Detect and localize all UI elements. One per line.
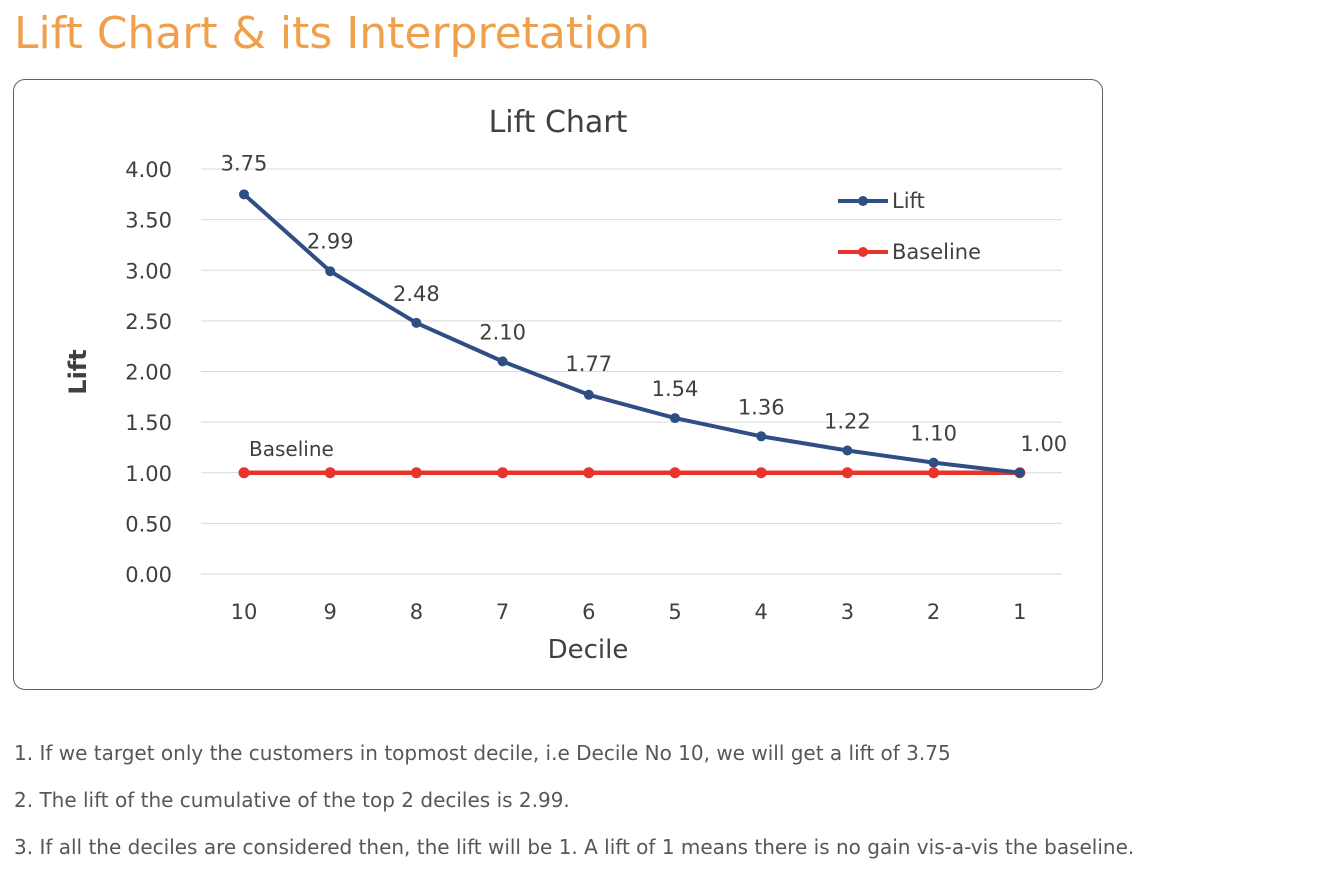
lift-point <box>670 413 680 424</box>
y-tick-label: 1.00 <box>125 462 172 486</box>
x-tick-label: 10 <box>231 600 258 624</box>
lift-data-label: 2.99 <box>307 229 354 253</box>
legend-label: Lift <box>892 189 925 213</box>
axis-ticks: 0.00 0.50 1.00 1.50 2.00 2.50 3.00 3.50 4.00 10 9 8… <box>125 158 1026 624</box>
legend-label: Baseline <box>892 240 981 264</box>
y-tick-label: 0.50 <box>125 512 172 536</box>
lift-point <box>583 389 594 400</box>
lift-point <box>842 445 853 456</box>
x-tick-label: 3 <box>841 600 854 624</box>
lift-data-label: 1.54 <box>652 377 699 401</box>
lift-data-label: 1.10 <box>910 422 957 446</box>
x-tick-label: 4 <box>755 600 768 624</box>
x-axis-label: Decile <box>548 635 629 665</box>
baseline-point <box>583 467 595 479</box>
legend-item-baseline: Baseline <box>838 240 981 264</box>
lift-data-label: 2.10 <box>479 320 526 344</box>
y-tick-label: 4.00 <box>125 158 172 182</box>
lift-point <box>1014 467 1025 478</box>
data-labels: 3.75 2.99 2.48 2.10 1.77 1.54 1.36 1.22 1.10 1.00… <box>221 151 1068 460</box>
legend: Lift Baseline <box>838 189 981 264</box>
legend-item-lift: Lift <box>838 189 925 213</box>
note-item: 1. If we target only the customers in to… <box>14 741 951 765</box>
baseline-point <box>410 467 422 479</box>
x-tick-label: 9 <box>324 600 337 624</box>
x-tick-label: 8 <box>410 600 423 624</box>
lift-chart-frame: Lift Chart Lift Decile 0.00 0.50 1.00 1.50 2… <box>13 79 1103 690</box>
lift-point <box>497 356 508 367</box>
baseline-point <box>928 467 940 479</box>
y-tick-label: 2.50 <box>125 310 172 334</box>
y-tick-label: 3.50 <box>125 209 172 233</box>
x-tick-label: 5 <box>668 600 681 624</box>
baseline-point <box>324 467 336 479</box>
lift-data-label: 3.75 <box>221 151 268 175</box>
lift-point <box>756 431 767 442</box>
x-tick-label: 1 <box>1013 600 1026 624</box>
y-tick-label: 0.00 <box>125 563 172 587</box>
baseline-point <box>841 467 853 479</box>
y-tick-label: 2.00 <box>125 361 172 385</box>
lift-data-label: 1.36 <box>738 395 785 419</box>
legend-swatch-marker <box>858 196 868 206</box>
y-tick-label: 3.00 <box>125 259 172 283</box>
page-title: Lift Chart & its Interpretation <box>14 8 651 59</box>
baseline-annotation: Baseline <box>249 437 334 461</box>
baseline-point <box>755 467 767 479</box>
baseline-point <box>669 467 681 479</box>
note-item: 2. The lift of the cumulative of the top… <box>14 788 570 812</box>
lift-point <box>928 457 939 468</box>
legend-swatch-marker <box>858 247 868 257</box>
x-tick-label: 6 <box>582 600 595 624</box>
lift-series-line <box>242 192 1021 475</box>
lift-point <box>239 189 249 200</box>
series-layer <box>238 189 1026 479</box>
baseline-point <box>497 467 509 479</box>
chart-title: Lift Chart <box>489 105 628 140</box>
y-axis-label: Lift <box>64 349 92 394</box>
lift-data-label: 1.77 <box>565 352 612 376</box>
note-item: 3. If all the deciles are considered the… <box>14 835 1135 859</box>
baseline-point <box>238 467 250 479</box>
x-tick-label: 7 <box>496 600 509 624</box>
x-tick-label: 2 <box>927 600 940 624</box>
lift-point <box>411 317 422 328</box>
lift-point <box>325 266 336 277</box>
lift-data-label: 1.00 <box>1020 432 1067 456</box>
lift-data-label: 2.48 <box>393 282 440 306</box>
lift-chart: Lift Chart Lift Decile 0.00 0.50 1.00 1.50 2… <box>64 105 1068 665</box>
interpretation-notes: 1. If we target only the customers in to… <box>14 733 1134 874</box>
y-tick-label: 1.50 <box>125 411 172 435</box>
lift-data-label: 1.22 <box>824 409 871 433</box>
